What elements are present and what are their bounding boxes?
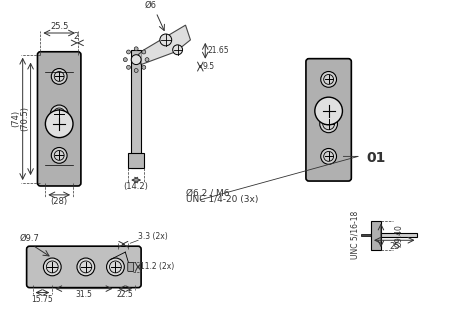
Circle shape [51,69,67,84]
Circle shape [123,58,127,61]
Circle shape [321,72,337,87]
Circle shape [43,258,61,276]
Polygon shape [128,154,144,168]
Text: (70.5): (70.5) [21,107,30,131]
Circle shape [134,47,138,51]
Circle shape [142,66,146,69]
Text: Ø6: Ø6 [144,1,156,10]
Text: 2: 2 [73,32,79,41]
FancyBboxPatch shape [128,262,134,271]
Text: 3.3 (2x): 3.3 (2x) [138,232,168,241]
Text: UNC 5/16-18: UNC 5/16-18 [351,211,360,259]
Circle shape [126,66,130,69]
FancyBboxPatch shape [37,52,81,186]
Circle shape [131,55,141,65]
Circle shape [142,50,146,54]
Circle shape [134,69,138,73]
Text: (74): (74) [12,110,21,127]
Circle shape [51,148,67,163]
Text: 11.2 (2x): 11.2 (2x) [140,262,174,271]
Text: 01: 01 [366,151,386,165]
FancyBboxPatch shape [27,246,141,288]
Text: UNC 1/4-20 (3x): UNC 1/4-20 (3x) [185,195,258,204]
Circle shape [173,45,183,55]
Text: Ø6.2 / M6: Ø6.2 / M6 [185,188,229,197]
Text: Ø9.7: Ø9.7 [20,234,40,243]
Text: 9.5: 9.5 [202,62,214,71]
Polygon shape [361,234,371,236]
Circle shape [321,149,337,164]
Circle shape [320,115,338,133]
Text: 22.5: 22.5 [117,290,134,299]
Text: 21.65: 21.65 [207,46,229,55]
Text: (28): (28) [51,197,68,206]
Circle shape [77,258,94,276]
FancyBboxPatch shape [306,59,351,181]
Text: 25.5: 25.5 [50,22,68,31]
Circle shape [160,34,172,46]
Polygon shape [131,50,141,168]
Circle shape [50,105,68,123]
Polygon shape [138,25,190,65]
Text: 31.5: 31.5 [76,290,92,299]
Text: 15.75: 15.75 [32,295,53,303]
Text: 25: 25 [389,242,400,251]
Text: (14.2): (14.2) [124,182,148,191]
Circle shape [315,97,342,125]
Text: Ø9.40: Ø9.40 [395,224,404,247]
Circle shape [45,110,73,138]
Polygon shape [371,234,418,237]
Circle shape [145,58,149,61]
Polygon shape [371,220,381,250]
Circle shape [107,258,124,276]
Circle shape [126,50,130,54]
